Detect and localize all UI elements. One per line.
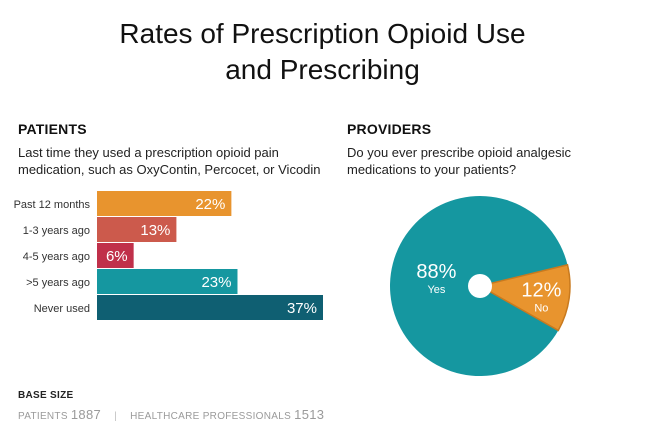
pie-center-hole — [468, 274, 492, 298]
bar-value-label: 23% — [201, 274, 231, 291]
chart-title-line-2: and Prescribing — [225, 54, 420, 85]
patients-heading: PATIENTS — [18, 121, 87, 137]
bar-value-label: 37% — [287, 300, 317, 317]
base-separator: | — [114, 411, 118, 422]
base-size-row: PATIENTS 1887 | HEALTHCARE PROFESSIONALS… — [18, 407, 324, 422]
bar-category-label: 4-5 years ago — [23, 251, 90, 263]
providers-question: Do you ever prescribe opioid analgesic m… — [347, 144, 571, 178]
pie-category-label-no: No — [534, 303, 548, 315]
bar — [97, 217, 177, 242]
pie-value-label-no: 12% — [521, 280, 561, 302]
bar-category-label: Past 12 months — [14, 199, 91, 211]
bar — [97, 191, 232, 216]
chart-title: Rates of Prescription Opioid Use and Pre… — [0, 16, 645, 88]
pie-category-label-yes: Yes — [427, 284, 445, 296]
base-hcp-value: 1513 — [294, 407, 325, 422]
patients-bar-chart: Past 12 months 22% 1-3 years ago 13% 4-5 yea… — [14, 191, 323, 320]
patients-question-line-1: Last time they used a prescription opioi… — [18, 145, 279, 160]
bar-category-label: 1-3 years ago — [23, 225, 90, 237]
providers-question-line-2: medications to your patients? — [347, 162, 517, 177]
bar-category-label: >5 years ago — [26, 277, 90, 289]
patients-question-line-2: medication, such as OxyContin, Percocet,… — [18, 162, 321, 177]
providers-heading: PROVIDERS — [347, 121, 432, 137]
bar — [97, 295, 323, 320]
bar-category-label: Never used — [34, 303, 90, 315]
base-hcp-label: HEALTHCARE PROFESSIONALS — [130, 411, 292, 422]
bar-value-label: 6% — [106, 248, 128, 265]
bar-value-label: 22% — [195, 196, 225, 213]
pie-slice-no — [477, 263, 571, 332]
providers-question-line-1: Do you ever prescribe opioid analgesic — [347, 145, 572, 160]
pie-value-label-yes: 88% — [416, 261, 456, 283]
base-patients-value: 1887 — [70, 407, 102, 422]
bar — [97, 269, 238, 294]
bar — [97, 243, 134, 268]
base-size-title: BASE SIZE — [18, 390, 74, 401]
bar-value-label: 13% — [140, 222, 170, 239]
patients-question: Last time they used a prescription opioi… — [18, 144, 321, 178]
base-patients-label: PATIENTS — [18, 411, 68, 422]
providers-pie-chart: 88%Yes 12%No — [390, 196, 571, 376]
chart-title-line-1: Rates of Prescription Opioid Use — [119, 18, 526, 49]
